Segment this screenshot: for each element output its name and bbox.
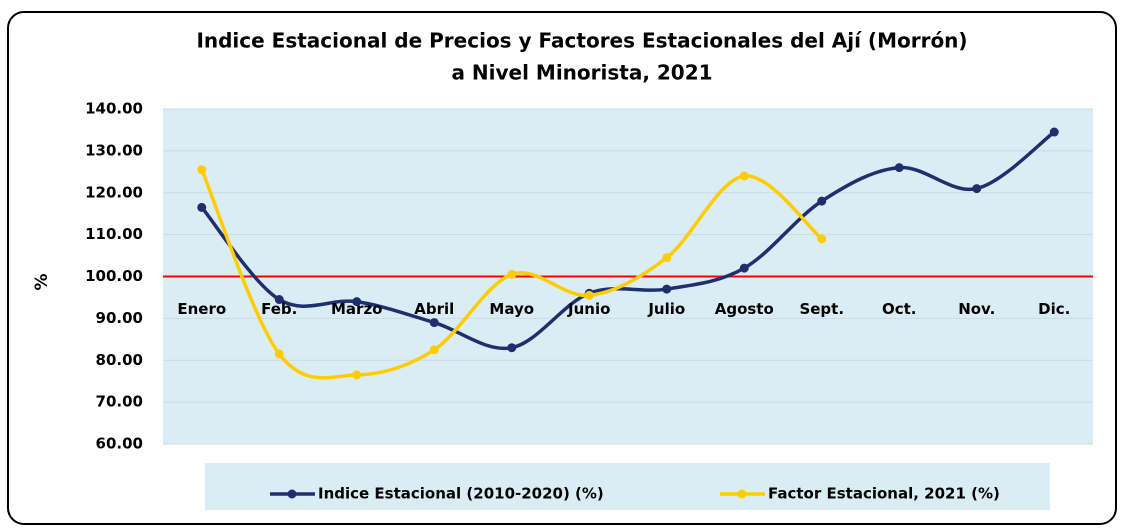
data-point [662, 253, 672, 263]
data-point [507, 269, 517, 279]
data-point [817, 196, 827, 206]
x-tick-label: Mayo [489, 300, 534, 318]
data-point [274, 349, 284, 359]
data-point [197, 202, 207, 212]
data-point [274, 295, 284, 305]
data-point [429, 318, 439, 328]
y-tick-label: 140.00 [85, 100, 143, 118]
y-tick-label: 100.00 [85, 267, 143, 285]
data-point [817, 234, 827, 244]
y-tick-label: 90.00 [96, 309, 143, 327]
legend-label: Factor Estacional, 2021 (%) [768, 485, 1000, 503]
data-point [352, 370, 362, 380]
legend-marker [287, 489, 297, 499]
y-tick-label: 80.00 [96, 351, 143, 369]
data-point [662, 284, 672, 294]
data-point [507, 343, 517, 353]
x-tick-label: Julio [647, 300, 685, 318]
data-point [584, 290, 594, 300]
data-point [352, 297, 362, 307]
data-point [1049, 127, 1059, 137]
legend-marker [737, 489, 747, 499]
x-tick-label: Feb. [261, 300, 297, 318]
x-tick-label: Marzo [331, 300, 382, 318]
legend-label: Indice Estacional (2010-2020) (%) [318, 485, 604, 503]
data-point [972, 184, 982, 194]
x-tick-label: Abril [414, 300, 454, 318]
x-tick-label: Nov. [958, 300, 995, 318]
y-tick-label: 70.00 [96, 393, 143, 411]
chart-subtitle: a Nivel Minorista, 2021 [451, 61, 712, 85]
data-point [197, 165, 207, 175]
y-tick-label: 120.00 [85, 183, 143, 201]
legend-box [205, 463, 1050, 510]
data-point [894, 163, 904, 173]
x-tick-label: Agosto [715, 300, 774, 318]
grid [163, 108, 1093, 445]
y-tick-label: 60.00 [96, 435, 143, 453]
x-tick-label: Sept. [799, 300, 844, 318]
y-axis-label: % [32, 273, 52, 290]
data-point [739, 171, 749, 181]
marks [197, 127, 1059, 380]
y-tick-label: 130.00 [85, 141, 143, 159]
x-tick-label: Enero [177, 300, 226, 318]
x-tick-label: Oct. [882, 300, 917, 318]
x-tick-label: Junio [567, 300, 610, 318]
chart-title: Indice Estacional de Precios y Factores … [196, 29, 967, 53]
data-point [429, 345, 439, 355]
data-point [739, 263, 749, 273]
y-tick-label: 110.00 [85, 225, 143, 243]
x-tick-label: Dic. [1038, 300, 1070, 318]
